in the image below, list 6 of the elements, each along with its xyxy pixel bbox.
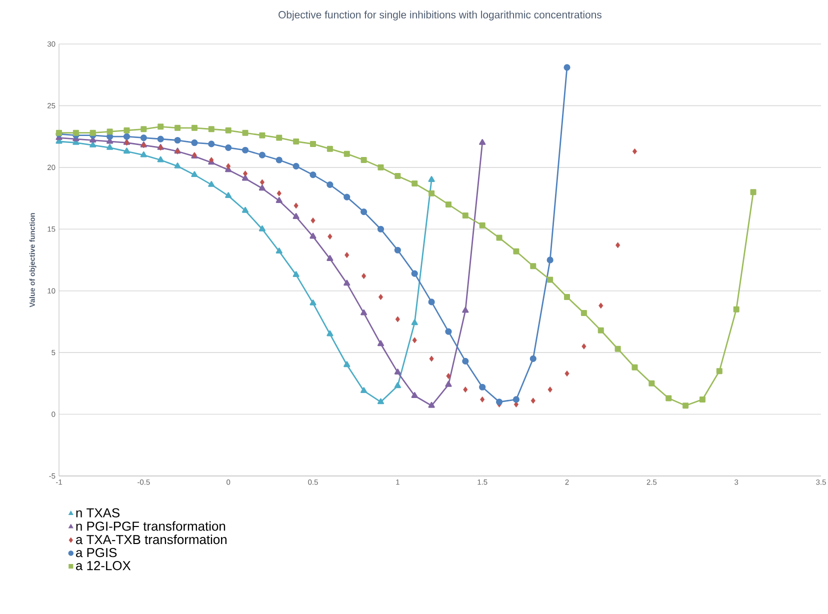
legend-label: a PGIS xyxy=(76,548,117,558)
legend-label: n PGI-PGF transformation xyxy=(76,521,226,531)
legend-label: a 12-LOX xyxy=(76,561,131,570)
chart-title: Objective function for single inhibitions with logarithmic concentrations xyxy=(278,10,602,20)
legend-label: a TXA-TXB transformation xyxy=(76,534,226,544)
legend-label: n TXAS xyxy=(76,508,120,518)
